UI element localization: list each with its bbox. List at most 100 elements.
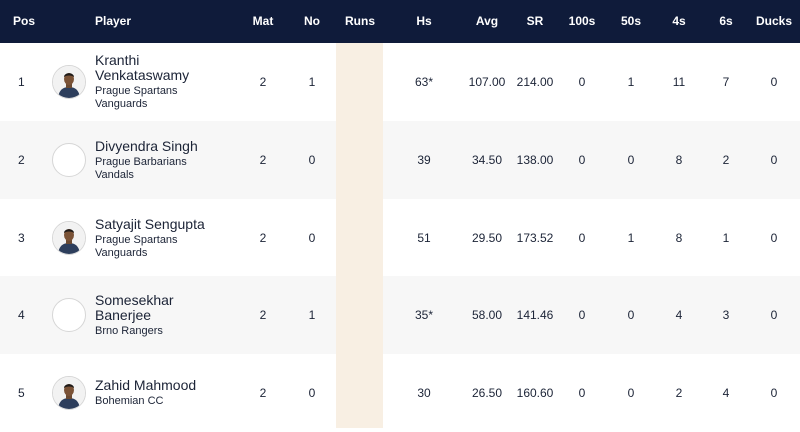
player-info[interactable]: Kranthi Venkataswamy Prague Spartans Vangua… bbox=[95, 43, 245, 121]
player-name-line-2[interactable]: Banerjee bbox=[95, 306, 152, 323]
player-avatar[interactable] bbox=[52, 221, 86, 255]
player-name-line-1[interactable]: Kranthi bbox=[95, 52, 140, 68]
header-hs[interactable]: Hs bbox=[416, 14, 432, 28]
player-info[interactable]: Satyajit Sengupta Prague Spartans Vanguard… bbox=[95, 199, 245, 277]
not-outs-cell: 1 bbox=[308, 75, 316, 89]
position-cell: 3 bbox=[18, 231, 25, 245]
average-cell: 58.00 bbox=[471, 308, 503, 322]
ducks-cell: 0 bbox=[770, 308, 778, 322]
team-name-line-1: Prague Barbarians bbox=[95, 155, 187, 168]
header-player[interactable]: Player bbox=[95, 14, 132, 28]
player-avatar[interactable] bbox=[52, 65, 86, 99]
sixes-cell: 7 bbox=[722, 75, 730, 89]
matches-cell: 2 bbox=[259, 75, 267, 89]
strike-rate-cell: 138.00 bbox=[516, 153, 554, 167]
sixes-cell: 3 bbox=[722, 308, 730, 322]
average-cell: 34.50 bbox=[471, 153, 503, 167]
highest-score-cell: 35* bbox=[414, 308, 434, 322]
player-name-line-2[interactable]: Venkataswamy bbox=[95, 67, 190, 83]
strike-rate-cell: 173.52 bbox=[516, 231, 554, 245]
team-name-line-1: Prague Spartans bbox=[95, 233, 178, 246]
hundreds-cell: 0 bbox=[578, 308, 586, 322]
hundreds-cell: 0 bbox=[578, 75, 586, 89]
header-100s[interactable]: 100s bbox=[568, 14, 596, 28]
fifties-cell: 0 bbox=[627, 308, 635, 322]
strike-rate-cell: 214.00 bbox=[516, 75, 554, 89]
player-name-line-1[interactable]: Divyendra Singh bbox=[95, 137, 198, 154]
strike-rate-cell: 160.60 bbox=[516, 386, 554, 400]
team-name-line-1: Bohemian CC bbox=[95, 395, 164, 407]
fours-cell: 4 bbox=[675, 308, 683, 322]
header-50s[interactable]: 50s bbox=[620, 14, 642, 28]
table-header: Pos Player Mat No Runs Hs Avg SR 100s 50… bbox=[0, 0, 800, 43]
not-outs-cell: 0 bbox=[308, 153, 316, 167]
header-6s[interactable]: 6s bbox=[719, 14, 733, 28]
average-cell: 29.50 bbox=[471, 231, 503, 245]
team-name-line-2: Vanguards bbox=[95, 246, 148, 259]
team-name-line-2: Vandals bbox=[95, 168, 134, 181]
header-no[interactable]: No bbox=[304, 14, 320, 28]
table-row[interactable]: 3 Satyajit Sengupta Prague Spartans Vanguar… bbox=[0, 199, 800, 277]
fifties-cell: 0 bbox=[627, 386, 635, 400]
ducks-cell: 0 bbox=[770, 153, 778, 167]
player-avatar[interactable] bbox=[52, 298, 86, 332]
not-outs-cell: 0 bbox=[308, 231, 316, 245]
header-pos[interactable]: Pos bbox=[13, 14, 36, 28]
player-info[interactable]: Somesekhar Banerjee Brno Rangers bbox=[95, 276, 245, 354]
fours-cell: 8 bbox=[675, 153, 683, 167]
position-cell: 1 bbox=[18, 75, 25, 89]
sixes-cell: 1 bbox=[722, 231, 730, 245]
fours-cell: 2 bbox=[675, 386, 683, 400]
team-name-line-1: Brno Rangers bbox=[95, 324, 163, 337]
header-mat[interactable]: Mat bbox=[252, 14, 274, 28]
fours-cell: 8 bbox=[675, 231, 683, 245]
table-row[interactable]: 2 Divyendra Singh Prague Barbarians Vandals… bbox=[0, 121, 800, 199]
not-outs-cell: 1 bbox=[308, 308, 316, 322]
matches-cell: 2 bbox=[259, 386, 267, 400]
ducks-cell: 0 bbox=[770, 386, 778, 400]
header-runs[interactable]: Runs bbox=[345, 14, 375, 28]
player-name-line-1[interactable]: Zahid Mahmood bbox=[95, 377, 197, 393]
player-info[interactable]: Zahid Mahmood Bohemian CC bbox=[95, 354, 245, 432]
team-name-line-2: Vanguards bbox=[95, 98, 148, 110]
average-cell: 26.50 bbox=[471, 386, 503, 400]
matches-cell: 2 bbox=[259, 153, 267, 167]
team-name-line-1: Prague Spartans bbox=[95, 85, 178, 97]
ducks-cell: 0 bbox=[770, 75, 778, 89]
sixes-cell: 4 bbox=[722, 386, 730, 400]
runs-column-highlight bbox=[336, 43, 383, 428]
position-cell: 5 bbox=[18, 386, 25, 400]
highest-score-cell: 63* bbox=[414, 75, 434, 89]
fifties-cell: 1 bbox=[627, 231, 635, 245]
position-cell: 2 bbox=[18, 153, 25, 167]
fifties-cell: 1 bbox=[627, 75, 635, 89]
header-sr[interactable]: SR bbox=[526, 14, 544, 28]
player-name-line-1[interactable]: Somesekhar bbox=[95, 291, 174, 308]
not-outs-cell: 0 bbox=[308, 386, 316, 400]
fours-cell: 11 bbox=[672, 75, 686, 89]
matches-cell: 2 bbox=[259, 308, 267, 322]
hundreds-cell: 0 bbox=[578, 231, 586, 245]
header-ducks[interactable]: Ducks bbox=[755, 14, 793, 28]
position-cell: 4 bbox=[18, 308, 25, 322]
header-avg[interactable]: Avg bbox=[475, 14, 499, 28]
highest-score-cell: 51 bbox=[417, 231, 431, 245]
table-row[interactable]: 1 Kranthi Venkataswamy Prague Spartans Vangu… bbox=[0, 43, 800, 121]
player-name-line-1[interactable]: Satyajit Sengupta bbox=[95, 215, 205, 232]
strike-rate-cell: 141.46 bbox=[516, 308, 554, 322]
highest-score-cell: 30 bbox=[417, 386, 431, 400]
average-cell: 107.00 bbox=[468, 75, 506, 89]
matches-cell: 2 bbox=[259, 231, 267, 245]
highest-score-cell: 39 bbox=[417, 153, 431, 167]
player-info[interactable]: Divyendra Singh Prague Barbarians Vandals bbox=[95, 121, 245, 199]
fifties-cell: 0 bbox=[627, 153, 635, 167]
player-avatar[interactable] bbox=[52, 376, 86, 410]
hundreds-cell: 0 bbox=[578, 153, 586, 167]
hundreds-cell: 0 bbox=[578, 386, 586, 400]
sixes-cell: 2 bbox=[722, 153, 730, 167]
player-avatar[interactable] bbox=[52, 143, 86, 177]
header-4s[interactable]: 4s bbox=[672, 14, 686, 28]
